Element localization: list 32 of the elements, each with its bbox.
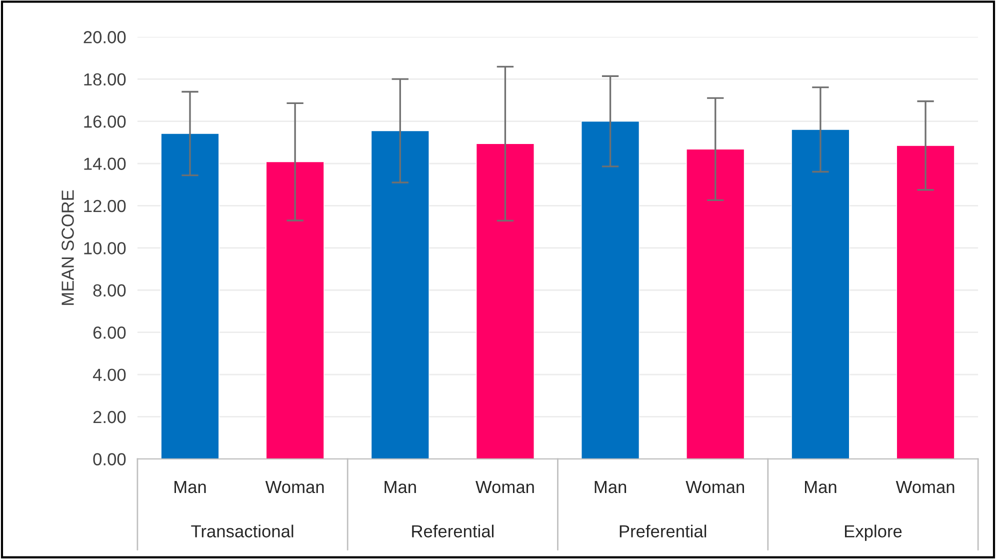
y-tick-label: 18.00 [84,73,126,86]
y-tick-label: 10.00 [84,242,126,254]
bar [266,161,324,459]
text: Woman [476,481,534,494]
bar [791,129,850,459]
y-tick-label: 2.00 [93,410,126,424]
x-tick-label: Referential [412,524,494,538]
text: Man [804,481,836,494]
text: Woman [896,481,954,494]
bar [686,148,745,459]
series-label: Man [174,481,206,494]
y-tick-label: 0.00 [93,453,126,466]
bar [476,143,534,459]
text: Man [384,481,416,494]
y-tick-label: 6.00 [93,326,126,339]
bar [581,120,640,459]
bar [896,145,955,459]
y-tick-label: 12.00 [84,200,126,212]
bar [160,133,220,459]
text: Woman [686,481,744,494]
x-tick-label: Preferential [620,524,706,538]
y-tick-label: 4.00 [92,368,126,381]
y-tick-label: 14.00 [84,158,126,170]
bar [370,130,430,459]
text: Man [594,481,626,494]
y-tick-label: 16.00 [84,115,126,128]
y-tick-label: 8.00 [93,284,126,297]
series-label: Woman [265,481,324,494]
y-axis-title: MEAN SCORE [62,190,74,305]
y-tick-label: 20.00 [84,31,126,44]
x-tick-label: Explore [844,524,902,541]
x-tick-label: Transactional [191,524,294,538]
